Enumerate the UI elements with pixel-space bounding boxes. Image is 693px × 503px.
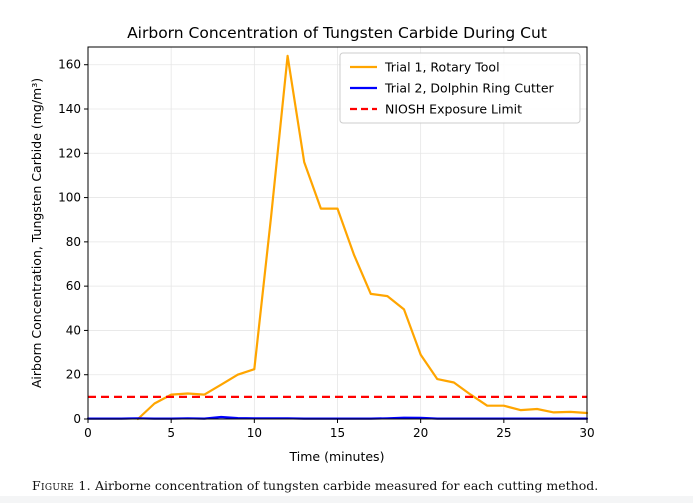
y-tick-label: 20 [66, 368, 81, 382]
legend-box [339, 52, 581, 124]
y-tick-label: 80 [66, 235, 81, 249]
x-tick-label: 25 [496, 426, 511, 440]
series-line-trial-1-rotary-tool [136, 54, 589, 421]
bottom-strip [0, 496, 693, 503]
figure-caption-text: Airborne concentration of tungsten carbi… [94, 478, 599, 493]
x-tick-label: 30 [579, 426, 594, 440]
x-axis: 0 5 10 15 20 25 30 [84, 419, 595, 440]
x-axis-label: Time (minutes) [289, 449, 385, 464]
y-axis: 0 20 40 60 80 100 120 140 160 [58, 58, 88, 426]
y-tick-label: 0 [73, 412, 81, 426]
chart: Airborn Concentration of Tungsten Carbid… [29, 24, 595, 464]
legend-label-trial-2-dolphin-ring-cutter: Trial 2, Dolphin Ring Cutter [384, 81, 555, 96]
legend-label-niosh-exposure-limit: NIOSH Exposure Limit [385, 102, 522, 117]
x-tick-label: 20 [413, 426, 428, 440]
y-tick-label: 40 [66, 323, 81, 337]
figure-caption: Figure 1. Airborne concentration of tung… [32, 478, 672, 493]
y-tick-label: 140 [58, 102, 81, 116]
y-tick-label: 120 [58, 146, 81, 160]
figure-caption-label: Figure 1. [32, 478, 91, 493]
legend-label-trial-1-rotary-tool: Trial 1, Rotary Tool [384, 60, 500, 75]
y-tick-label: 60 [66, 279, 81, 293]
y-tick-label: 160 [58, 58, 81, 72]
y-axis-label: Airborn Concentration, Tungsten Carbide … [29, 78, 44, 388]
x-tick-label: 15 [330, 426, 345, 440]
legend: Trial 1, Rotary Tool Trial 2, Dolphin Rin… [339, 52, 581, 124]
chart-title: Airborn Concentration of Tungsten Carbid… [127, 24, 547, 42]
x-tick-label: 10 [247, 426, 262, 440]
y-tick-label: 100 [58, 191, 81, 205]
x-tick-label: 0 [84, 426, 92, 440]
x-tick-label: 5 [167, 426, 175, 440]
